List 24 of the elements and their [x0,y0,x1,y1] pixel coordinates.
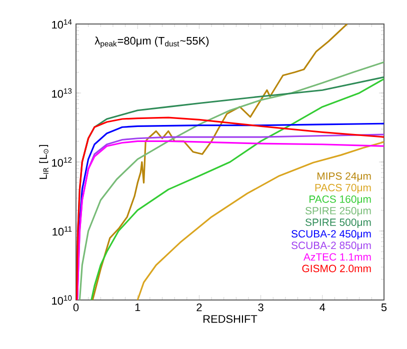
x-axis-title: REDSHIFT [204,315,258,323]
y-tick-label: 10$^{10}$ [52,295,72,305]
x-tick-label: 1 [135,304,140,312]
text: PACS 160μm [310,195,371,205]
x-tick-label: 5 [381,304,387,312]
text: MIPS 24μm [317,172,371,182]
y-axis-title: L$_{IR}$ [L$_{⊙}$] [39,144,48,179]
text: SPIRE 250μm [305,207,371,216]
y-tick-label: 10$^{13}$ [52,88,72,98]
x-tick-label: 2 [196,304,202,312]
x-tick-label: 0 [73,304,79,312]
series-label: PACS 70μm [315,184,371,194]
text: AzTEC 1.1mm [303,253,371,261]
y-tick-label: 10$^{12}$ [52,157,72,167]
text: SPIRE 500μm [305,218,371,228]
x-tick-label: 3 [258,304,264,312]
annotation: λ$_{peak}$=80μm (T$_{dust}$~55K) [94,36,209,48]
x-tick-label: 4 [320,304,326,312]
text: SCUBA-2 450μm [292,230,371,240]
text: GISMO 2.0mm [302,264,371,272]
y-tick-label: 10$^{14}$ [52,19,72,29]
line-series [136,141,384,300]
text: SCUBA-2 850μm [292,242,371,251]
y-tick-label: 10$^{11}$ [52,226,72,236]
